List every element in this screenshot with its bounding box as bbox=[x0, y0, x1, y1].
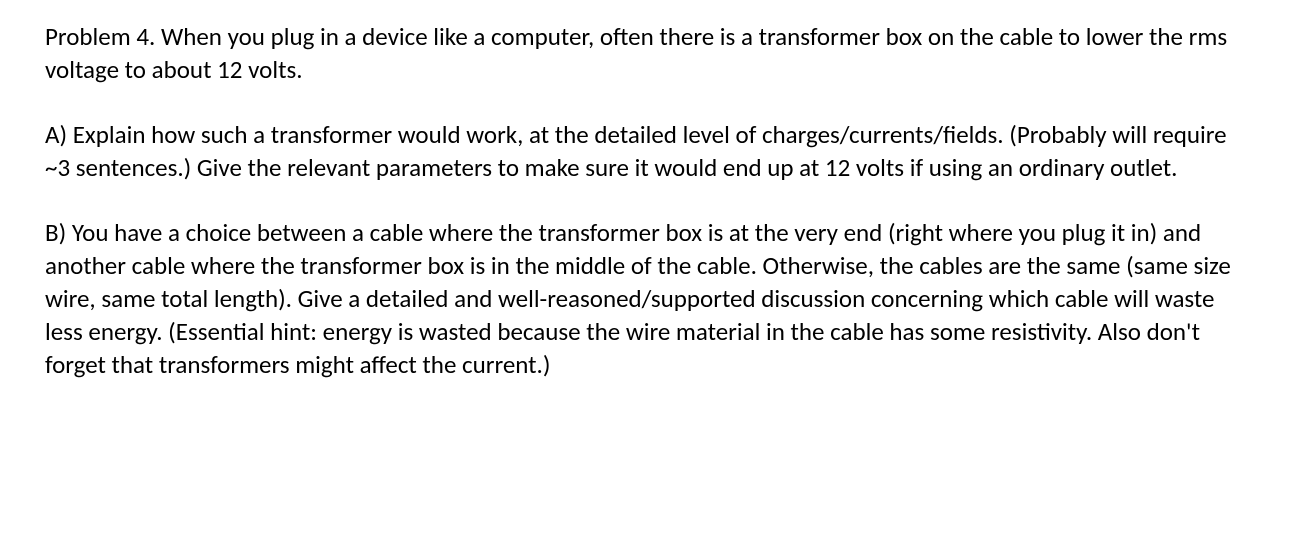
problem-part-b: B) You have a choice between a cable whe… bbox=[45, 216, 1254, 381]
problem-intro: Problem 4. When you plug in a device lik… bbox=[45, 20, 1254, 86]
problem-part-a: A) Explain how such a transformer would … bbox=[45, 118, 1254, 184]
